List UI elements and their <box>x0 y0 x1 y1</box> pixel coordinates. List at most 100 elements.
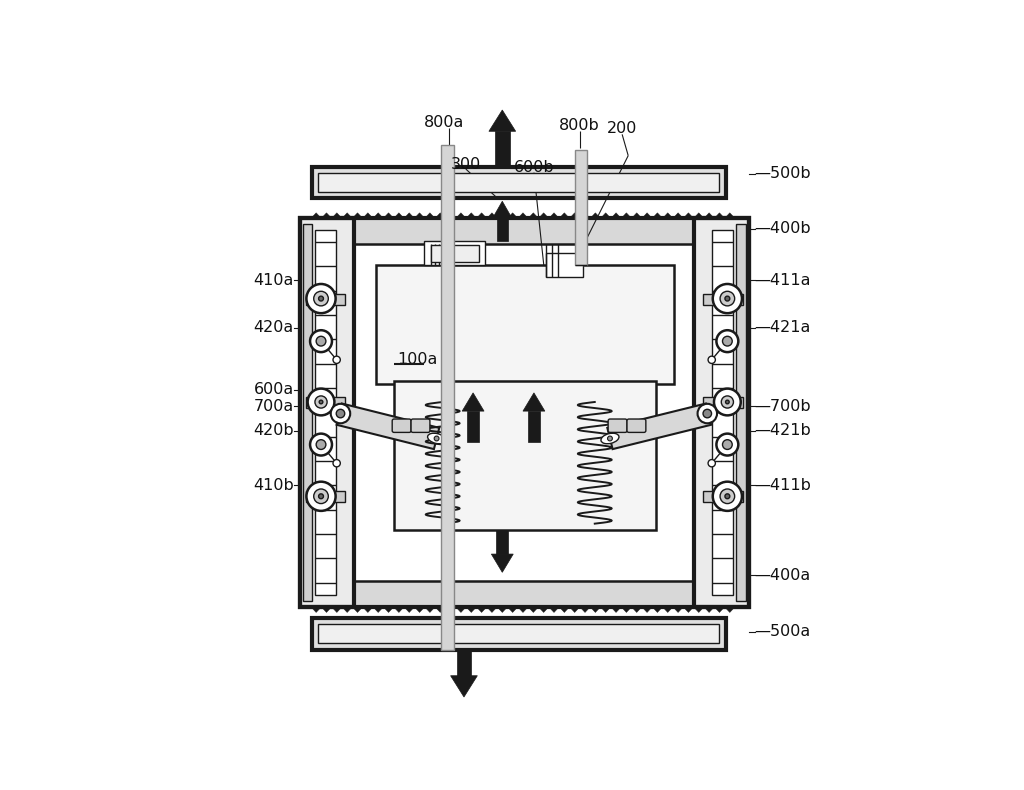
Text: 800a: 800a <box>424 115 465 130</box>
Polygon shape <box>486 213 497 218</box>
Polygon shape <box>466 607 476 612</box>
Circle shape <box>337 412 342 416</box>
Polygon shape <box>425 213 435 218</box>
Circle shape <box>313 292 329 306</box>
Bar <box>528 411 540 442</box>
Circle shape <box>310 330 332 352</box>
Circle shape <box>315 396 327 408</box>
Bar <box>306 491 345 502</box>
Text: —421b: —421b <box>755 423 811 438</box>
Circle shape <box>331 404 350 423</box>
Bar <box>495 131 510 165</box>
Text: —700b: —700b <box>755 399 811 414</box>
Polygon shape <box>342 607 352 612</box>
Ellipse shape <box>699 409 718 419</box>
Polygon shape <box>404 607 415 612</box>
Circle shape <box>708 460 716 467</box>
Text: 420b: 420b <box>253 423 294 438</box>
Circle shape <box>336 409 345 418</box>
Circle shape <box>310 434 332 456</box>
Bar <box>497 530 508 554</box>
Bar <box>306 397 345 408</box>
Polygon shape <box>456 213 466 218</box>
Circle shape <box>713 284 742 313</box>
Polygon shape <box>486 607 497 612</box>
Bar <box>703 294 742 305</box>
Text: 600a: 600a <box>253 382 294 397</box>
Polygon shape <box>703 607 715 612</box>
Circle shape <box>318 494 324 498</box>
Polygon shape <box>456 607 466 612</box>
Text: —400b: —400b <box>755 221 811 236</box>
Polygon shape <box>383 607 393 612</box>
Polygon shape <box>539 607 549 612</box>
Polygon shape <box>673 607 683 612</box>
Polygon shape <box>497 213 508 218</box>
Polygon shape <box>715 607 725 612</box>
Polygon shape <box>352 607 362 612</box>
Circle shape <box>725 296 730 301</box>
Bar <box>300 218 737 244</box>
Polygon shape <box>663 213 673 218</box>
Polygon shape <box>362 213 373 218</box>
Polygon shape <box>549 607 559 612</box>
Circle shape <box>434 436 439 441</box>
Circle shape <box>703 409 712 418</box>
Polygon shape <box>611 607 622 612</box>
Polygon shape <box>508 213 518 218</box>
Circle shape <box>725 494 730 498</box>
Polygon shape <box>600 607 611 612</box>
Text: 100a: 100a <box>397 352 437 367</box>
Polygon shape <box>508 607 518 612</box>
Circle shape <box>713 482 742 511</box>
Polygon shape <box>342 213 352 218</box>
Ellipse shape <box>331 409 348 419</box>
Polygon shape <box>600 213 611 218</box>
Polygon shape <box>622 607 632 612</box>
Text: 420a: 420a <box>253 320 294 335</box>
Circle shape <box>723 440 732 450</box>
Bar <box>703 397 742 408</box>
Bar <box>300 218 749 607</box>
Circle shape <box>313 489 329 503</box>
Polygon shape <box>632 213 642 218</box>
Polygon shape <box>580 213 590 218</box>
Text: —411b: —411b <box>755 478 812 493</box>
Circle shape <box>333 356 340 363</box>
Polygon shape <box>523 393 545 411</box>
Polygon shape <box>559 213 569 218</box>
Bar <box>703 491 742 502</box>
Bar <box>312 618 726 649</box>
Polygon shape <box>715 213 725 218</box>
Polygon shape <box>311 607 322 612</box>
Circle shape <box>723 337 732 346</box>
Bar <box>457 652 471 675</box>
Bar <box>546 253 583 277</box>
Polygon shape <box>725 607 735 612</box>
Text: 700a: 700a <box>253 399 294 414</box>
Polygon shape <box>445 607 456 612</box>
Text: —400a: —400a <box>755 568 811 583</box>
FancyBboxPatch shape <box>627 419 646 432</box>
Polygon shape <box>322 607 332 612</box>
Bar <box>303 224 312 601</box>
Circle shape <box>720 489 734 503</box>
Polygon shape <box>642 607 652 612</box>
Polygon shape <box>632 607 642 612</box>
Polygon shape <box>622 213 632 218</box>
Polygon shape <box>488 110 516 131</box>
Polygon shape <box>693 607 703 612</box>
Bar <box>315 230 336 595</box>
Polygon shape <box>528 607 539 612</box>
Polygon shape <box>683 607 693 612</box>
Circle shape <box>307 389 335 416</box>
Polygon shape <box>435 607 445 612</box>
Polygon shape <box>569 213 580 218</box>
Polygon shape <box>451 675 477 697</box>
Text: 410a: 410a <box>253 273 294 288</box>
Polygon shape <box>642 213 652 218</box>
Circle shape <box>306 482 336 511</box>
Polygon shape <box>462 393 484 411</box>
FancyBboxPatch shape <box>608 419 627 432</box>
Polygon shape <box>337 404 439 449</box>
